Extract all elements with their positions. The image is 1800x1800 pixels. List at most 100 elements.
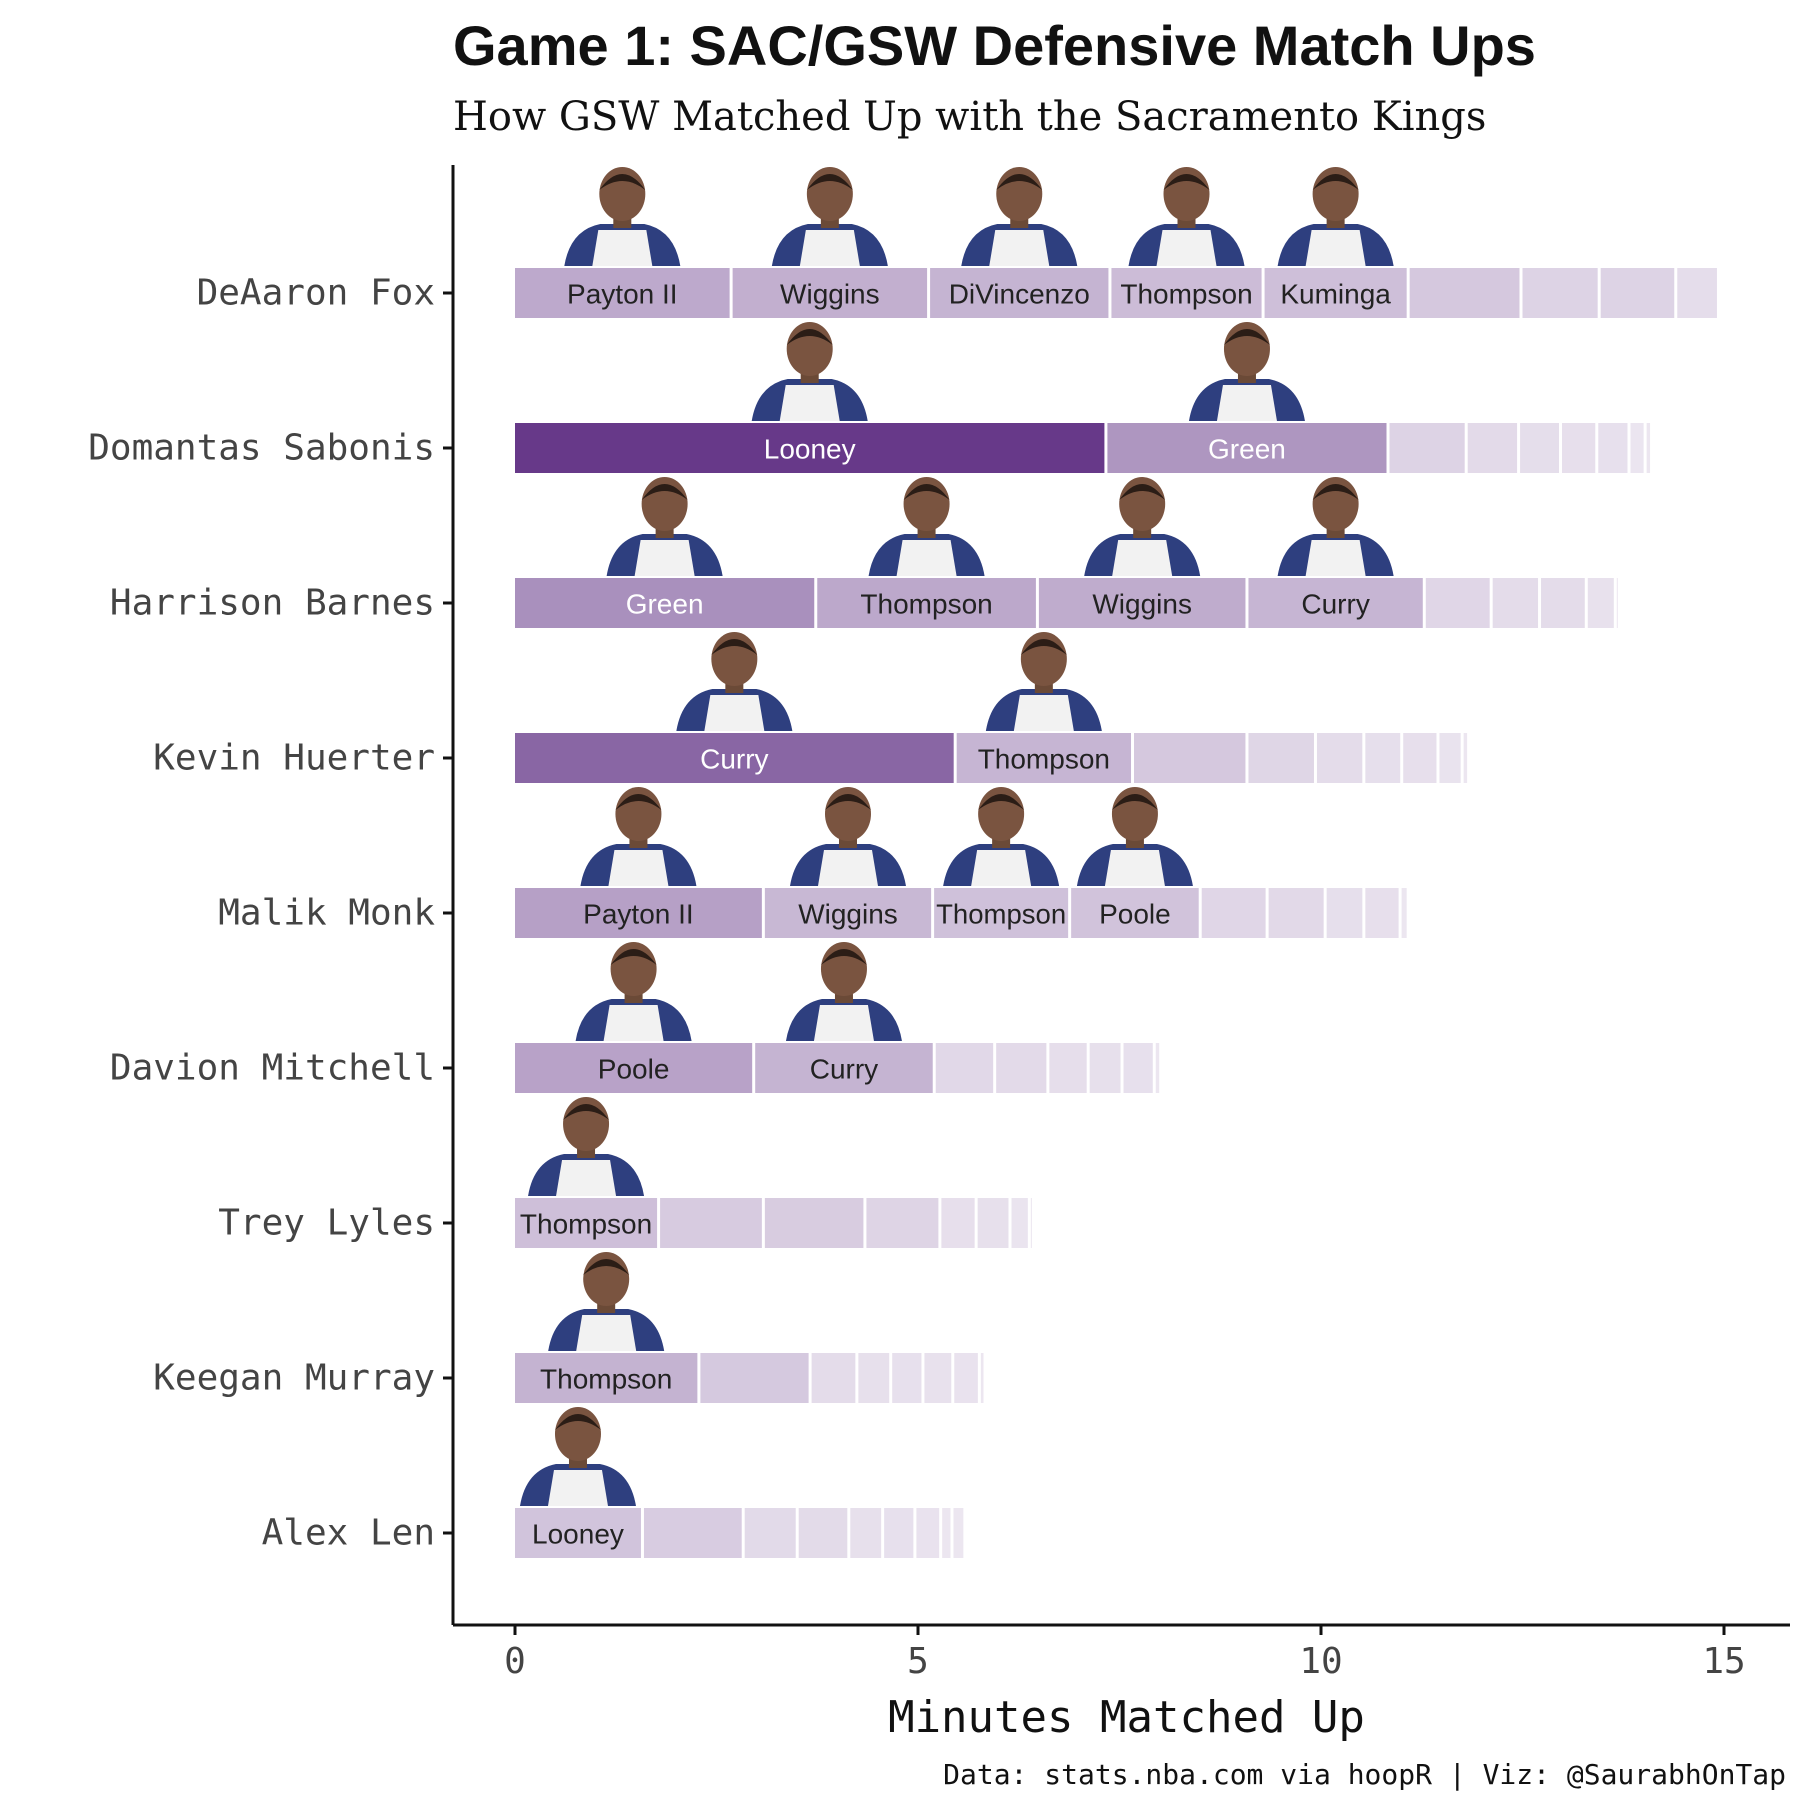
bar-row-trey-lyles: Thompson xyxy=(515,1097,1032,1248)
defender-headshot xyxy=(528,1097,645,1196)
bar-segment xyxy=(764,888,932,938)
bar-segment-label: Green xyxy=(626,589,704,620)
bar-segment xyxy=(1268,888,1324,938)
bar-segment xyxy=(996,1043,1047,1093)
y-axis-labels: DeAaron Fox Domantas Sabonis Harrison Barn… xyxy=(88,273,453,1554)
defender-headshot xyxy=(548,1252,665,1351)
x-tick-label: 15 xyxy=(1702,1641,1745,1682)
bar-segment xyxy=(1492,578,1539,628)
bar-segment xyxy=(1248,578,1423,628)
y-tick-label-deaaron-fox: DeAaron Fox xyxy=(197,273,435,314)
bar-segment-label: Payton II xyxy=(583,899,694,930)
bar-segment xyxy=(1425,578,1490,628)
bar-segment xyxy=(817,578,1036,628)
bar-segment xyxy=(1616,578,1618,628)
bar-segment xyxy=(1522,268,1598,318)
bar-segment xyxy=(1598,423,1628,473)
bar-segment-label: DiVincenzo xyxy=(949,279,1090,310)
bar-segment xyxy=(732,268,928,318)
bar-segment xyxy=(515,268,730,318)
bar-segment-label: Payton II xyxy=(567,279,678,310)
bar-segment xyxy=(1403,733,1437,783)
bar-segment xyxy=(755,1043,933,1093)
bar-segment xyxy=(1201,888,1266,938)
y-tick-label-davion-mitchell: Davion Mitchell xyxy=(110,1048,435,1089)
defender-headshot xyxy=(789,787,906,886)
bar-segment xyxy=(934,888,1069,938)
bar-segment xyxy=(1155,1043,1160,1093)
bar-segment xyxy=(515,1508,641,1558)
bar-segment xyxy=(884,1508,914,1558)
bar-row-domantas-sabonis: Looney Green xyxy=(515,322,1651,473)
bar-segment xyxy=(515,1198,658,1248)
bar-segment xyxy=(764,1198,864,1248)
x-axis-ticks: 0 5 10 15 xyxy=(504,1625,1746,1682)
y-tick-label-malik-monk: Malik Monk xyxy=(218,893,435,934)
bar-row-alex-len: Looney xyxy=(515,1407,964,1558)
bar-segment xyxy=(866,1198,939,1248)
bar-segment xyxy=(1520,423,1559,473)
y-tick-label-trey-lyles: Trey Lyles xyxy=(218,1203,435,1244)
bar-segment xyxy=(515,1353,698,1403)
bar-segment-label: Poole xyxy=(1099,899,1171,930)
bar-segment xyxy=(798,1508,848,1558)
bar-row-malik-monk: Payton II Wiggins Thompson Poole xyxy=(515,787,1407,938)
defender-headshot xyxy=(676,632,793,731)
bar-segment xyxy=(515,578,815,628)
defender-headshot xyxy=(1128,167,1245,266)
bar-segment xyxy=(1326,888,1363,938)
bar-segment xyxy=(1630,423,1644,473)
bar-segment xyxy=(980,1353,984,1403)
bar-row-davion-mitchell: Poole Curry xyxy=(515,942,1160,1093)
bar-segment xyxy=(941,1198,975,1248)
defender-headshot xyxy=(519,1407,636,1506)
bar-segment-label: Poole xyxy=(598,1054,670,1085)
bar-segment xyxy=(515,888,762,938)
defender-headshot xyxy=(580,787,697,886)
bar-segment xyxy=(1123,1043,1153,1093)
bar-segment xyxy=(1677,268,1717,318)
bar-segment xyxy=(1316,733,1363,783)
bar-segment xyxy=(956,733,1132,783)
bar-segment xyxy=(811,1353,856,1403)
bar-segment xyxy=(1646,423,1651,473)
bar-row-keegan-murray: Thompson xyxy=(515,1252,984,1403)
bar-segment xyxy=(942,1508,951,1558)
bar-segment xyxy=(858,1353,890,1403)
bar-segment xyxy=(977,1198,1009,1248)
x-tick-label: 0 xyxy=(504,1641,526,1682)
bar-segment xyxy=(892,1353,922,1403)
bar-segment xyxy=(916,1508,940,1558)
bar-segment xyxy=(930,268,1109,318)
y-tick-label-harrison-barnes: Harrison Barnes xyxy=(110,583,435,624)
bar-segment-label: Thompson xyxy=(978,744,1110,775)
bar-segment xyxy=(1600,268,1675,318)
bar-segment xyxy=(1089,1043,1121,1093)
bar-segment xyxy=(700,1353,809,1403)
bar-segment xyxy=(1541,578,1585,628)
defender-headshot xyxy=(606,477,723,576)
defender-headshot xyxy=(564,167,681,266)
bar-segment xyxy=(1248,733,1314,783)
bar-segment xyxy=(660,1198,762,1248)
defender-headshot xyxy=(771,167,888,266)
defender-headshot xyxy=(1277,167,1394,266)
bar-row-harrison-barnes: Green Thompson Wiggins Curry xyxy=(515,477,1618,628)
bar-segment-label: Kuminga xyxy=(1280,279,1391,310)
y-tick-label-alex-len: Alex Len xyxy=(262,1513,435,1554)
bar-segment xyxy=(744,1508,796,1558)
bar-segment xyxy=(954,1353,978,1403)
bar-row-kevin-huerter: Curry Thompson xyxy=(515,632,1468,783)
bar-segment-label: Thompson xyxy=(936,899,1066,930)
bar-segment xyxy=(1038,578,1246,628)
bar-segment xyxy=(1409,268,1520,318)
bar-segment xyxy=(1049,1043,1087,1093)
bar-segment xyxy=(953,1508,964,1558)
bar-segment-label: Curry xyxy=(700,744,768,775)
bar-segment xyxy=(515,1043,753,1093)
bar-segment xyxy=(1011,1198,1028,1248)
bar-segment xyxy=(1134,733,1246,783)
bar-segment-label: Thompson xyxy=(520,1209,652,1240)
bar-segment-label: Green xyxy=(1208,434,1286,465)
